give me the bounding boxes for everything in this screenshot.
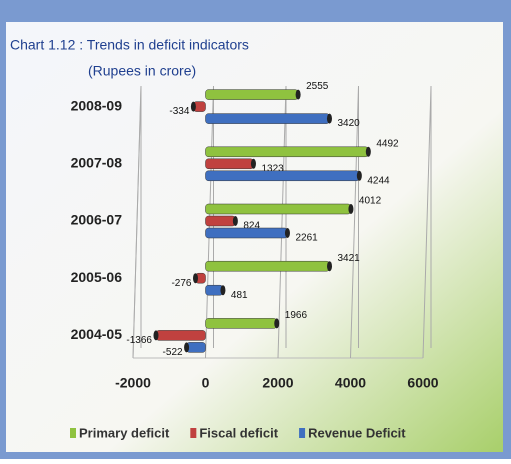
legend-label: Revenue Deficit xyxy=(308,425,406,440)
y-tick-label: 2005-06 xyxy=(71,269,123,285)
value-label: -522 xyxy=(163,347,183,358)
bar-cap xyxy=(250,158,256,169)
legend-label: Primary deficit xyxy=(79,425,170,440)
bar xyxy=(205,113,330,124)
value-label: 824 xyxy=(243,221,260,232)
bar xyxy=(155,330,206,341)
grid-line xyxy=(277,85,287,359)
value-label: -1366 xyxy=(126,335,152,346)
bar-cap xyxy=(327,261,333,272)
grid-line xyxy=(350,85,359,359)
x-tick-label: 6000 xyxy=(407,375,438,391)
bar-cap xyxy=(274,318,280,329)
bar-cap xyxy=(220,285,226,296)
value-label: -334 xyxy=(169,106,189,117)
bar xyxy=(205,318,278,329)
x-tick-label: 0 xyxy=(202,375,210,391)
value-label: 2261 xyxy=(295,233,318,244)
bar-cap xyxy=(348,204,354,214)
value-label: 2555 xyxy=(306,81,329,92)
value-label: 4012 xyxy=(359,196,382,207)
chart-title: Chart 1.12 : Trends in deficit indicator… xyxy=(10,37,249,53)
bar-cap xyxy=(153,330,159,341)
bar xyxy=(205,284,224,296)
y-tick-label: 2006-07 xyxy=(71,212,123,228)
bar-cap xyxy=(192,273,198,284)
value-label: 1323 xyxy=(261,163,284,174)
x-tick-label: -2000 xyxy=(115,375,151,391)
bar-cap xyxy=(284,228,290,238)
legend-swatch xyxy=(70,428,76,438)
x-tick-label: 4000 xyxy=(335,375,366,391)
bar-cap xyxy=(295,89,301,100)
grid-line xyxy=(422,85,432,359)
value-label: -276 xyxy=(171,278,191,289)
value-label: 481 xyxy=(231,290,248,301)
chart-subtitle: (Rupees in crore) xyxy=(88,63,196,79)
bar-cap xyxy=(232,216,238,226)
bar xyxy=(205,170,360,182)
bar xyxy=(205,260,330,272)
bar-cap xyxy=(190,101,196,112)
bar xyxy=(205,89,299,100)
bar xyxy=(205,227,288,239)
legend-swatch xyxy=(299,428,306,438)
legend-label: Fiscal deficit xyxy=(199,425,278,440)
x-tick-label: 2000 xyxy=(262,375,293,391)
y-tick-label: 2008-09 xyxy=(71,97,123,113)
value-label: 4244 xyxy=(367,175,390,186)
bar xyxy=(205,203,352,215)
bar xyxy=(186,342,206,353)
bar xyxy=(205,146,369,158)
y-tick-label: 2004-05 xyxy=(71,326,123,342)
y-tick-label: 2007-08 xyxy=(71,155,123,171)
bar-cap xyxy=(356,170,362,181)
legend-swatch xyxy=(190,428,197,438)
value-label: 3420 xyxy=(337,118,360,129)
value-label: 4492 xyxy=(376,138,399,149)
value-label: 3421 xyxy=(338,253,361,264)
bar xyxy=(205,158,254,170)
grid-line xyxy=(132,85,142,359)
value-label: 1966 xyxy=(285,310,308,321)
bar-cap xyxy=(326,113,332,124)
bar-cap xyxy=(365,146,371,157)
bar-cap xyxy=(184,342,190,353)
bar xyxy=(205,215,236,227)
